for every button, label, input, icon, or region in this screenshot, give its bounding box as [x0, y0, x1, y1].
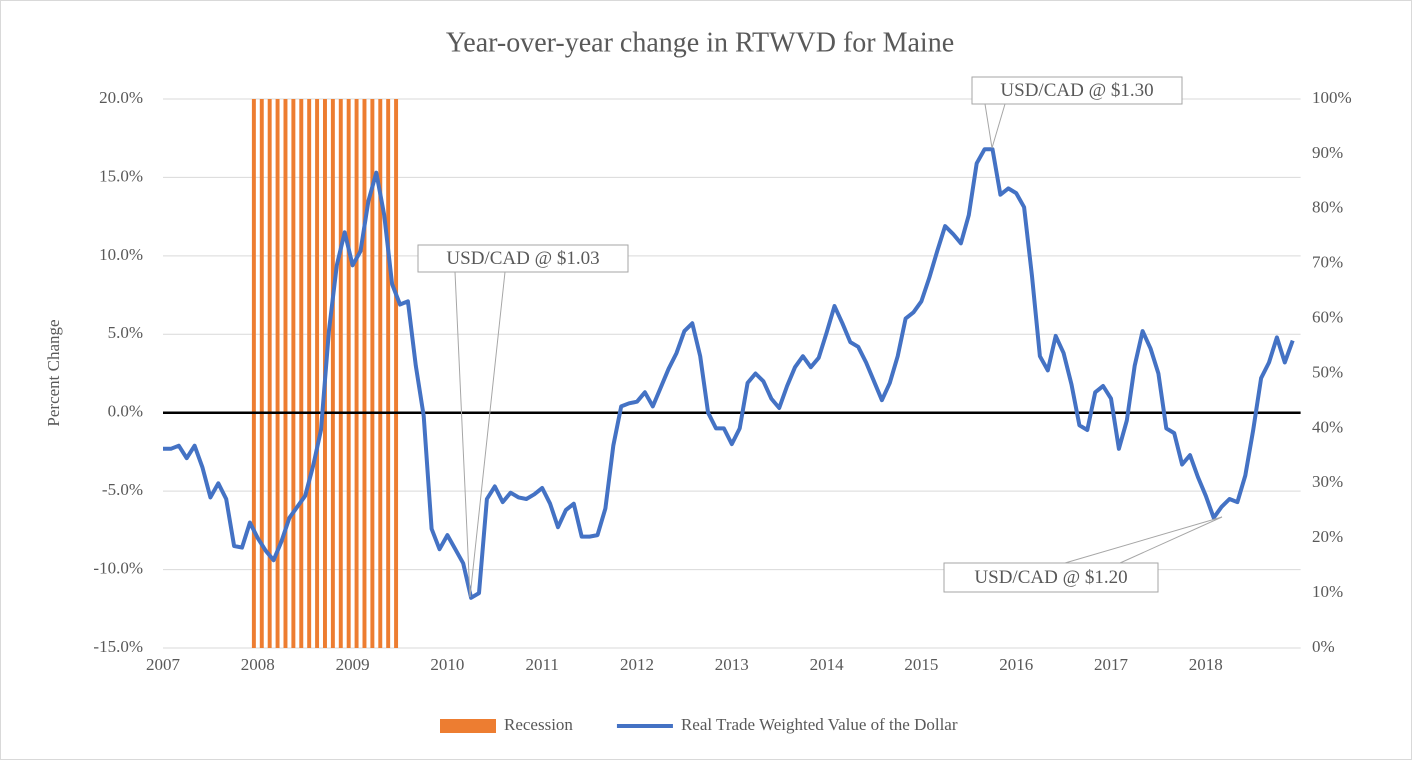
y2-tick-label: 60%: [1312, 308, 1343, 327]
legend-label: Real Trade Weighted Value of the Dollar: [681, 715, 958, 734]
y-tick-label: -10.0%: [93, 558, 143, 577]
x-tick-label: 2015: [904, 655, 938, 674]
legend-label: Recession: [504, 715, 573, 734]
recession-bar: [307, 99, 312, 648]
recession-bar: [378, 99, 383, 648]
callout-text: USD/CAD @ $1.20: [974, 567, 1127, 588]
x-tick-label: 2017: [1094, 655, 1129, 674]
recession-bar: [354, 99, 359, 648]
chart-title: Year-over-year change in RTWVD for Maine: [446, 27, 954, 58]
y-tick-label: 5.0%: [108, 323, 143, 342]
y2-tick-label: 50%: [1312, 362, 1343, 381]
recession-bar: [275, 99, 280, 648]
recession-bar: [362, 99, 367, 648]
recession-bar: [386, 99, 391, 648]
recession-bar: [315, 99, 320, 648]
x-tick-label: 2013: [715, 655, 749, 674]
y2-tick-label: 40%: [1312, 417, 1343, 436]
callout-box: [943, 562, 1159, 593]
recession-bar: [259, 99, 264, 648]
y2-tick-label: 0%: [1312, 637, 1335, 656]
y2-tick-label: 80%: [1312, 198, 1343, 217]
y2-tick-label: 30%: [1312, 472, 1343, 491]
x-tick-label: 2008: [241, 655, 275, 674]
recession-bar: [267, 99, 272, 648]
callout-pointer: [454, 271, 506, 598]
callout-text: USD/CAD @ $1.03: [446, 248, 599, 269]
recession-bar: [346, 99, 351, 648]
y-tick-label: -15.0%: [93, 637, 143, 656]
y2-tick-label: 100%: [1312, 88, 1352, 107]
x-tick-label: 2007: [146, 655, 181, 674]
y-tick-label: 15.0%: [99, 166, 143, 185]
callout-text: USD/CAD @ $1.30: [1000, 80, 1153, 101]
y2-tick-label: 90%: [1312, 143, 1343, 162]
y-tick-label: 10.0%: [99, 245, 143, 264]
y-tick-label: -5.0%: [102, 480, 143, 499]
recession-bar: [330, 99, 335, 648]
y-tick-label: 20.0%: [99, 88, 143, 107]
y2-tick-label: 70%: [1312, 253, 1343, 272]
x-tick-label: 2016: [999, 655, 1033, 674]
y2-tick-label: 10%: [1312, 582, 1343, 601]
x-tick-label: 2012: [620, 655, 654, 674]
callout-pointer: [1064, 516, 1223, 564]
recession-bar: [338, 99, 343, 648]
y2-tick-label: 20%: [1312, 527, 1343, 546]
y-axis-label: Percent Change: [44, 319, 63, 426]
recession-bar: [370, 99, 375, 648]
recession-bar: [251, 99, 256, 648]
callout-box: [417, 244, 629, 273]
recession-bar: [394, 99, 399, 648]
data-line: [163, 147, 1295, 600]
x-tick-label: 2010: [430, 655, 464, 674]
callout-pointer: [984, 103, 1006, 149]
x-tick-label: 2009: [336, 655, 370, 674]
y-tick-label: 0.0%: [108, 402, 143, 421]
recession-bar: [291, 99, 296, 648]
recession-bar: [283, 99, 288, 648]
recession-bar: [299, 99, 304, 648]
legend-swatch: [440, 719, 496, 733]
callout-box: [971, 76, 1183, 105]
x-tick-label: 2018: [1189, 655, 1223, 674]
x-tick-label: 2014: [810, 655, 845, 674]
x-tick-label: 2011: [526, 655, 559, 674]
